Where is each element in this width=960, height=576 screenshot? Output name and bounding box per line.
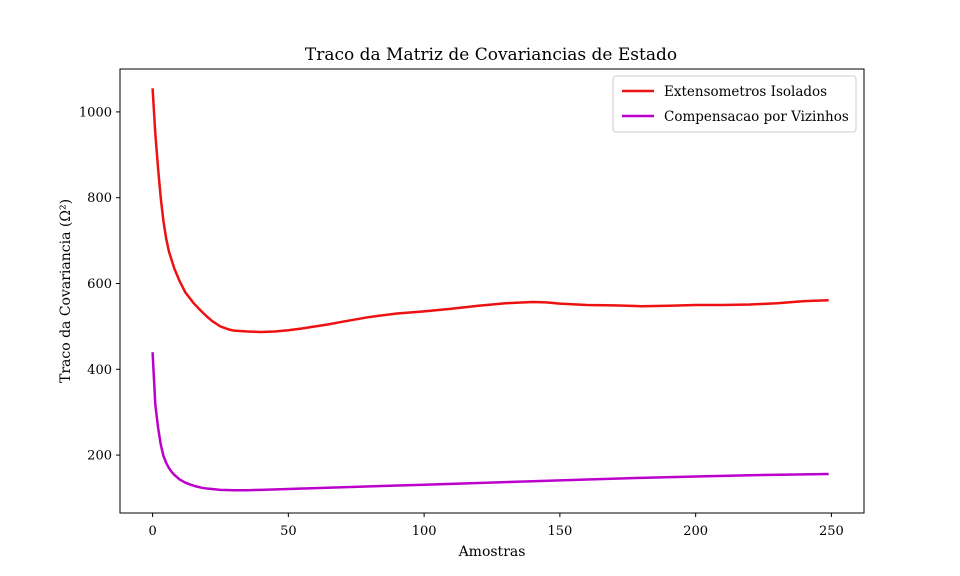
plot-area-frame: [119, 68, 865, 514]
x-tick-label: 0: [148, 524, 156, 539]
x-tick-label: 100: [412, 524, 437, 539]
legend: Extensometros Isolados Compensacao por V…: [612, 75, 857, 133]
series-line-1: [151, 88, 829, 334]
y-tick-label: 600: [87, 277, 112, 292]
x-tick-label: 250: [819, 524, 844, 539]
chart-title: Traco da Matriz de Covariancias de Estad…: [305, 45, 677, 65]
legend-box: [612, 75, 857, 133]
axis-ticks: 0 50 100 150 200 250 200 400 600 800 1000: [79, 105, 844, 539]
y-tick-label: 800: [87, 191, 112, 206]
x-axis-title: Amostras: [458, 544, 526, 560]
legend-label-series-2: Compensacao por Vizinhos: [664, 109, 849, 125]
y-tick-label: 400: [87, 363, 112, 378]
y-axis-title: Traco da Covariancia (Ω²): [58, 199, 74, 383]
y-tick-label: 1000: [79, 105, 112, 120]
x-tick-label: 200: [683, 524, 708, 539]
series-layer: [151, 88, 829, 492]
x-tick-label: 150: [547, 524, 572, 539]
legend-label-series-1: Extensometros Isolados: [664, 84, 827, 100]
x-tick-label: 50: [280, 524, 297, 539]
series-line-2: [151, 352, 829, 492]
y-tick-label: 200: [87, 449, 112, 464]
